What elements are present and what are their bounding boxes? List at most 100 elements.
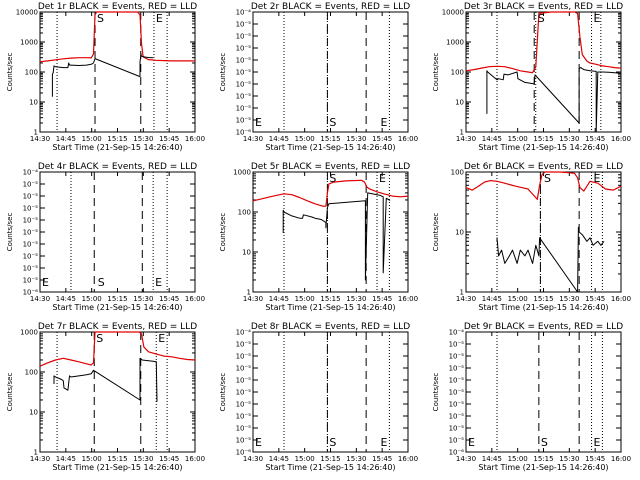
y-tick-label: 10⁻⁵ <box>236 57 252 65</box>
x-tick-label: 14:30 <box>30 455 50 463</box>
panel-det-3: Det 3r BLACK = Events, RED = LLD 14:30 14:… <box>432 2 631 152</box>
events-series-line <box>496 226 605 293</box>
x-axis-label: Start Time (21-Sep-15 14:26:40) <box>52 463 182 472</box>
x-tick-label: 14:30 <box>243 295 263 303</box>
x-tick-label: 15:00 <box>295 295 315 303</box>
x-tick-label: 15:00 <box>508 295 528 303</box>
x-tick-label: 15:15 <box>107 295 127 303</box>
x-tick-label: 14:30 <box>30 295 50 303</box>
y-tick-label: 10⁻⁴ <box>23 169 39 177</box>
edge-marker: E <box>255 116 262 129</box>
lld-series-line <box>39 331 196 367</box>
y-axis-label: Counts/sec <box>6 53 14 92</box>
x-tick-label: 15:15 <box>320 135 340 143</box>
events-series-line <box>282 192 391 281</box>
end-marker: E <box>379 172 386 185</box>
y-tick-label: 10000 <box>16 9 38 17</box>
y-axis-label: Counts/sec <box>432 373 440 412</box>
end-marker: E <box>594 12 601 25</box>
x-tick-label: 14:45 <box>269 455 289 463</box>
end-marker: E <box>155 276 162 289</box>
x-tick-label: 15:45 <box>585 295 605 303</box>
end-marker: E <box>158 332 165 345</box>
x-tick-label: 15:15 <box>107 455 127 463</box>
x-tick-label: 15:45 <box>159 135 179 143</box>
y-tick-label: 10⁻⁵ <box>236 389 252 397</box>
edge-marker: E <box>42 276 49 289</box>
y-tick-label: 10⁻⁵ <box>23 253 39 261</box>
x-tick-label: 15:45 <box>372 135 392 143</box>
y-tick-label: 10⁻⁵ <box>449 425 465 433</box>
y-tick-label: 10000 <box>442 9 464 17</box>
y-tick-label: 10⁻⁵ <box>236 21 252 29</box>
x-tick-label: 15:30 <box>559 295 579 303</box>
start-marker: S <box>544 172 551 185</box>
y-axis-label: Counts/sec <box>432 213 440 252</box>
y-axis-label: Counts/sec <box>432 53 440 92</box>
x-tick-label: 15:45 <box>585 135 605 143</box>
start-marker: S <box>329 172 336 185</box>
x-tick-label: 14:30 <box>456 135 476 143</box>
x-tick-label: 15:30 <box>133 135 153 143</box>
x-tick-label: 16:00 <box>398 135 418 143</box>
x-tick-label: 15:00 <box>82 295 102 303</box>
panel-title: Det 7r BLACK = Events, RED = LLD <box>38 322 197 332</box>
x-tick-label: 15:15 <box>533 135 553 143</box>
y-tick-label: 10⁻⁵ <box>236 437 252 445</box>
y-tick-label: 10⁻⁵ <box>236 93 252 101</box>
y-tick-label: 10⁻⁵ <box>236 81 252 89</box>
panel-title: Det 8r BLACK = Events, RED = LLD <box>251 322 410 332</box>
x-tick-label: 15:00 <box>295 135 315 143</box>
y-tick-label: 1 <box>460 129 464 137</box>
y-tick-label: 10⁻⁶ <box>449 449 465 457</box>
y-tick-label: 1000 <box>233 169 251 177</box>
x-tick-label: 15:30 <box>133 295 153 303</box>
y-tick-label: 10⁻⁵ <box>236 33 252 41</box>
y-tick-label: 1000 <box>20 39 38 47</box>
x-tick-label: 15:30 <box>559 455 579 463</box>
y-tick-label: 10⁻⁵ <box>23 241 39 249</box>
panel-det-9: Det 9r BLACK = Events, RED = LLD 14:30 14:… <box>432 322 631 472</box>
start-marker: S <box>329 116 336 129</box>
end-marker: E <box>381 116 388 129</box>
y-tick-label: 10⁻⁵ <box>236 365 252 373</box>
x-tick-label: 15:30 <box>559 135 579 143</box>
y-tick-label: 10⁻⁵ <box>236 353 252 361</box>
y-tick-label: 10⁻⁵ <box>449 389 465 397</box>
y-tick-label: 1 <box>34 129 38 137</box>
x-tick-label: 16:00 <box>185 295 205 303</box>
end-marker: E <box>381 436 388 449</box>
y-tick-label: 1 <box>34 449 38 457</box>
panel-title: Det 9r BLACK = Events, RED = LLD <box>464 322 623 332</box>
x-tick-label: 16:00 <box>185 135 205 143</box>
x-axis-label: Start Time (21-Sep-15 14:26:40) <box>52 143 182 152</box>
x-tick-label: 15:00 <box>82 135 102 143</box>
lld-series-line <box>465 11 622 74</box>
y-tick-label: 10 <box>455 229 464 237</box>
y-tick-label: 10⁻⁵ <box>236 117 252 125</box>
panel-det-5: Det 5r BLACK = Events, RED = LLD 14:30 14:… <box>219 162 418 312</box>
y-axis-label: Counts/sec <box>6 373 14 412</box>
y-tick-label: 10⁻⁴ <box>236 9 252 17</box>
y-tick-label: 10⁻⁵ <box>236 377 252 385</box>
x-tick-label: 15:00 <box>508 135 528 143</box>
y-tick-label: 100 <box>451 69 464 77</box>
y-tick-label: 10⁻⁵ <box>23 265 39 273</box>
panel-det-1: Det 1r BLACK = Events, RED = LLD 14:30 14:… <box>6 2 205 152</box>
y-tick-label: 10⁻⁵ <box>236 425 252 433</box>
start-marker: S <box>97 12 104 25</box>
x-tick-label: 14:45 <box>56 455 76 463</box>
y-tick-label: 1 <box>460 289 464 297</box>
panel-det-7: Det 7r BLACK = Events, RED = LLD 14:30 14:… <box>6 322 205 472</box>
x-tick-label: 15:45 <box>159 455 179 463</box>
edge-marker: E <box>255 436 262 449</box>
y-tick-label: 10⁻⁶ <box>236 129 252 137</box>
panel-det-6: Det 6r BLACK = Events, RED = LLD 14:30 14:… <box>432 162 631 312</box>
y-tick-label: 1 <box>247 289 251 297</box>
x-tick-label: 15:00 <box>508 455 528 463</box>
y-tick-label: 10⁻⁴ <box>449 329 465 337</box>
x-tick-label: 16:00 <box>398 295 418 303</box>
y-tick-label: 10 <box>29 99 38 107</box>
panel-title: Det 1r BLACK = Events, RED = LLD <box>38 2 197 12</box>
y-tick-label: 100 <box>451 169 464 177</box>
